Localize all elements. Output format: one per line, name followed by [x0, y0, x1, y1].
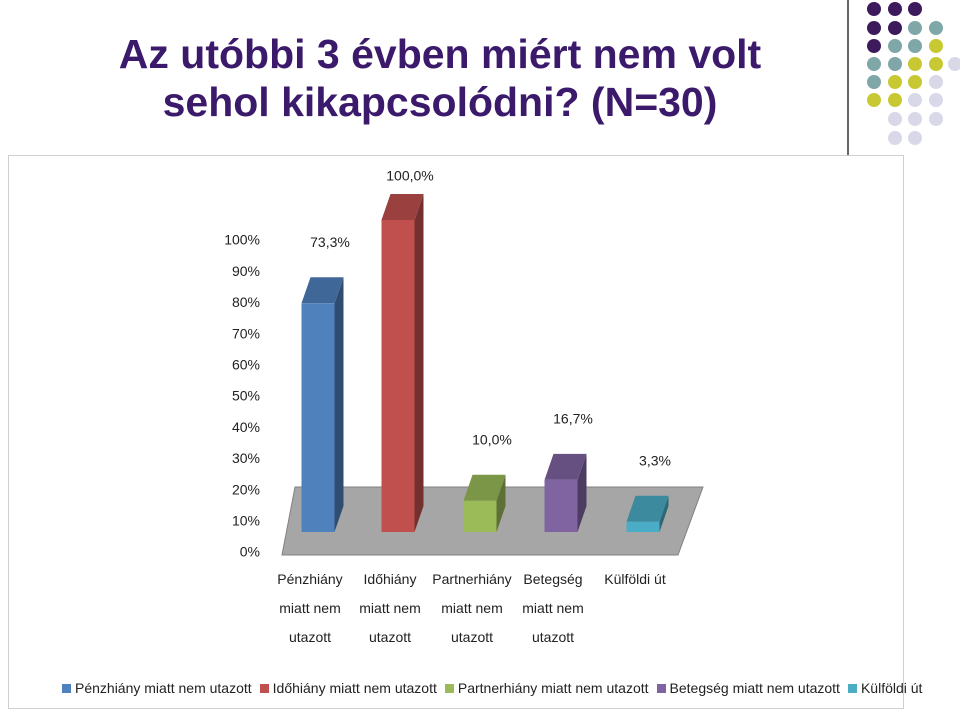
bar-side: [496, 474, 506, 532]
y-tick-label: 60%: [232, 357, 260, 373]
legend-item: Betegség miatt nem utazott: [656, 680, 840, 696]
bar-top: [381, 194, 424, 220]
y-tick-label: 50%: [232, 388, 260, 404]
legend-label: Időhiány miatt nem utazott: [272, 680, 437, 696]
legend-label: Partnerhiány miatt nem utazott: [457, 680, 649, 696]
legend-item: Külföldi út: [847, 680, 923, 696]
bar-side: [577, 453, 587, 532]
value-label: 3,3%: [639, 452, 671, 468]
bar-side: [414, 194, 424, 532]
x-tick-label: Külföldi út: [604, 571, 666, 587]
slide-title: Az utóbbi 3 évben miért nem volt sehol k…: [118, 31, 762, 125]
y-tick-label: 70%: [232, 325, 260, 341]
x-tick-label: Pénzhiány miatt nem utazott: [277, 571, 343, 645]
value-label: 10,0%: [472, 432, 512, 448]
legend-item: Pénzhiány miatt nem utazott: [62, 680, 252, 696]
bar: [544, 479, 578, 532]
legend-swatch: [259, 683, 269, 693]
chart-frame: [8, 155, 904, 709]
bar-top: [626, 495, 669, 522]
legend-label: Külföldi út: [860, 680, 923, 696]
y-tick-label: 100%: [224, 232, 260, 248]
bar-side: [659, 495, 669, 532]
legend-swatch: [656, 683, 666, 693]
decoration-dots: [867, 2, 960, 145]
y-tick-label: 80%: [232, 294, 260, 310]
y-tick-label: 10%: [232, 513, 260, 529]
bar: [626, 521, 660, 532]
bar-top: [544, 453, 587, 480]
legend-label: Pénzhiány miatt nem utazott: [75, 680, 252, 696]
y-tick-label: 0%: [240, 544, 260, 560]
bar: [301, 303, 335, 532]
legend-swatch: [444, 683, 454, 693]
y-tick-label: 40%: [232, 419, 260, 435]
x-tick-label: Időhiány miatt nem utazott: [359, 571, 421, 645]
legend-item: Partnerhiány miatt nem utazott: [444, 680, 649, 696]
bar: [463, 500, 497, 532]
legend: Pénzhiány miatt nem utazott Időhiány miat…: [62, 680, 922, 696]
legend-swatch: [62, 683, 71, 693]
legend-label: Betegség miatt nem utazott: [669, 680, 840, 696]
x-tick-label: Betegség miatt nem utazott: [522, 571, 584, 645]
value-label: 100,0%: [386, 168, 433, 184]
legend-item: Időhiány miatt nem utazott: [259, 680, 437, 696]
bar-top: [463, 474, 506, 501]
y-tick-label: 20%: [232, 481, 260, 497]
value-label: 16,7%: [553, 411, 593, 427]
bar-side: [334, 277, 344, 532]
value-label: 73,3%: [310, 234, 350, 250]
legend-swatch: [847, 683, 857, 693]
y-tick-label: 90%: [232, 263, 260, 279]
bar: [381, 220, 415, 532]
x-tick-label: Partnerhiány miatt nem utazott: [432, 571, 512, 645]
y-tick-label: 30%: [232, 450, 260, 466]
bar-top: [301, 277, 344, 304]
